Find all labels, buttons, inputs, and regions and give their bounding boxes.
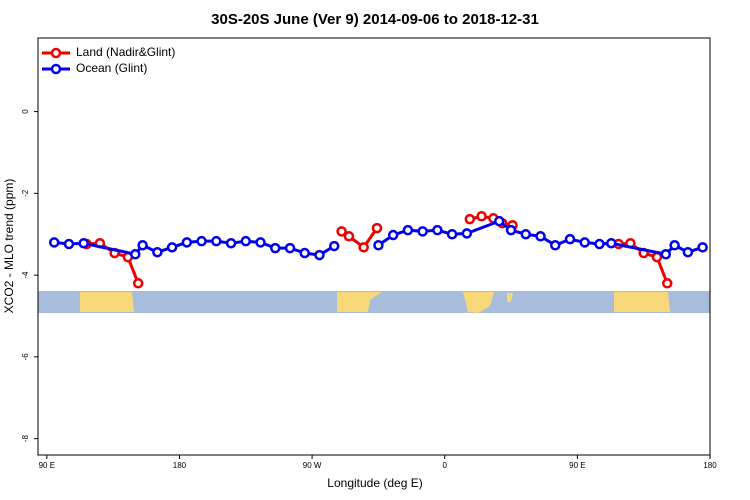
x-tick-label: 180	[703, 461, 717, 470]
data-point	[299, 247, 310, 259]
y-tick-label: -8	[21, 435, 30, 443]
data-point	[152, 246, 163, 258]
plot-frame	[37, 37, 711, 456]
data-point	[137, 240, 148, 251]
y-tick-label: -2	[21, 189, 30, 197]
data-point	[606, 237, 617, 249]
data-point	[535, 231, 546, 242]
data-point	[181, 237, 193, 248]
land-australia	[614, 292, 670, 312]
data-point	[446, 228, 458, 240]
data-point	[132, 278, 144, 289]
y-tick-label: 0	[21, 109, 30, 114]
legend-marker	[50, 63, 62, 75]
data-point	[682, 246, 694, 258]
data-point	[211, 235, 222, 247]
data-point	[255, 237, 266, 248]
y-axis-label: XCO2 - MLO trend (ppm)	[2, 179, 16, 314]
data-point	[579, 237, 590, 248]
data-point	[494, 215, 505, 227]
data-point	[343, 231, 355, 242]
data-point	[505, 224, 517, 236]
x-tick-label: 0	[443, 461, 448, 470]
y-tick-label: -4	[21, 271, 30, 279]
data-point	[130, 249, 141, 260]
data-point	[594, 238, 605, 250]
x-axis-label: Longitude (deg E)	[327, 476, 422, 490]
data-point	[78, 237, 89, 249]
data-point	[461, 228, 473, 239]
x-tick-label: 90 E	[39, 461, 55, 470]
data-point	[660, 249, 672, 260]
legend-label: Land (Nadir&Glint)	[76, 45, 175, 59]
data-point	[336, 226, 347, 237]
data-point	[328, 240, 340, 252]
land-madagascar	[507, 293, 513, 302]
land-africa	[463, 292, 494, 313]
data-point	[697, 242, 708, 253]
data-point	[662, 278, 673, 289]
legend-marker	[50, 47, 62, 59]
legend-label: Ocean (Glint)	[76, 61, 147, 75]
data-point	[387, 229, 399, 241]
map-strip	[38, 291, 710, 313]
y-tick-label: -6	[21, 353, 30, 361]
data-point	[432, 224, 443, 236]
data-point	[63, 238, 75, 250]
data-point	[373, 240, 384, 251]
data-point	[464, 213, 476, 225]
data-point	[225, 237, 237, 249]
data-point	[371, 222, 383, 234]
data-point	[314, 249, 325, 261]
data-point	[48, 237, 60, 248]
x-tick-label: 180	[173, 461, 187, 470]
data-point	[476, 210, 487, 222]
data-point	[669, 240, 680, 251]
data-point	[417, 226, 428, 237]
land-south-america	[337, 292, 382, 312]
data-point	[520, 228, 532, 240]
data-point	[402, 224, 414, 236]
data-point	[564, 233, 576, 245]
data-point	[240, 235, 252, 247]
data-point	[284, 242, 296, 254]
data-point	[196, 235, 207, 247]
chart-title: 30S-20S June (Ver 9) 2014-09-06 to 2018-…	[211, 11, 539, 28]
x-tick-label: 90 W	[303, 461, 322, 470]
ocean-band	[38, 291, 710, 313]
land-australia	[80, 292, 134, 312]
x-tick-label: 90 E	[569, 461, 585, 470]
data-point	[358, 242, 369, 253]
data-point	[166, 242, 178, 253]
data-point	[550, 240, 561, 251]
data-point	[270, 242, 281, 254]
